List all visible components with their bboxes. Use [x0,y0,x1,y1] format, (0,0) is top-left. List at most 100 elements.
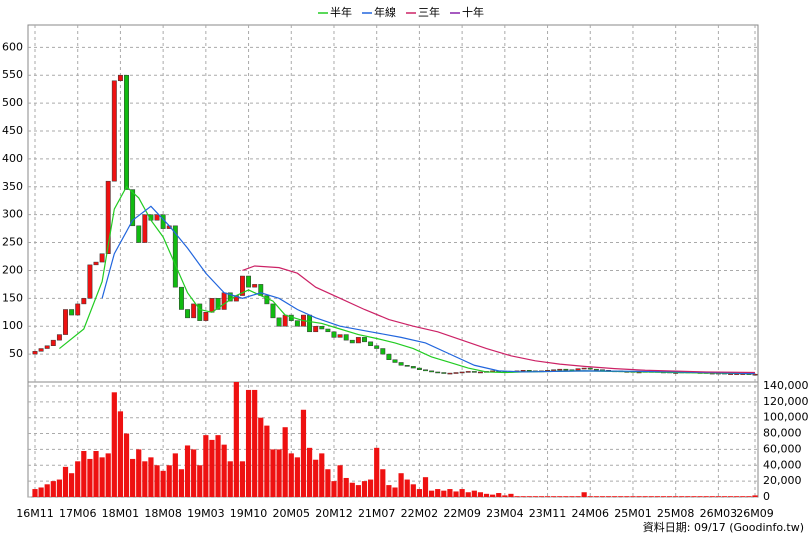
volume-bar [209,439,215,497]
ma-line [242,265,756,374]
volume-bar [117,411,124,497]
volume-bar [410,484,416,497]
candle-body [465,371,471,373]
volume-bar [691,496,697,497]
y-tick-label: 300 [2,208,23,221]
candle-body [459,371,465,374]
volume-bar [654,496,660,497]
volume-bar [520,496,526,497]
volume-bar [111,392,117,497]
candle-body [398,362,404,366]
candle-body [551,369,557,371]
volume-bar [727,496,734,497]
volume-bar [618,496,624,497]
y2-tick-label: 60,000 [763,442,802,455]
candle-body [81,298,87,305]
candle-body [93,261,99,266]
volume-bar [50,481,56,497]
y2-tick-label: 80,000 [763,427,802,440]
y-tick-label: 400 [2,152,23,165]
candle-body [325,328,331,333]
x-tick-label: 20M12 [315,507,353,520]
candle-body [105,180,111,254]
candle-body [404,365,410,367]
volume-bar [648,496,654,497]
source: 資料日期: 09/17 (Goodinfo.tw) [643,520,804,534]
volume-bar [386,485,392,497]
candle-body [178,286,184,310]
candle-body [215,298,221,310]
candle-body [32,351,38,355]
candle-body [386,353,392,360]
volume-bar [148,457,154,497]
candle-body [593,368,599,371]
x-tick-label: 23M11 [529,507,567,520]
y2-tick-label: 20,000 [763,474,802,487]
candle-body [252,284,258,288]
volume-bar [313,459,319,497]
volume-bar [306,447,313,497]
volume-bar [319,453,325,497]
volume-bar [105,453,111,497]
candle-body [130,189,136,227]
candle-body [355,337,361,344]
volume-bar [294,457,300,497]
x-tick-label: 19M10 [230,507,268,520]
x-tick-label: 22M09 [443,507,481,520]
volume-bar [239,461,246,497]
volume-bar [166,465,172,497]
volume-bar [477,492,484,497]
volume-bar [392,487,398,497]
candle-body [453,372,459,374]
volume-bar [563,496,569,497]
volume-bar [490,494,496,497]
candle-body [75,303,81,316]
candle-body [99,253,105,263]
volume-bar [154,465,160,497]
y2-tick-label: 40,000 [763,458,802,471]
volume-bar [551,496,557,497]
volume-bar [203,435,209,497]
volume-bar [56,479,63,497]
candle-body [557,368,563,371]
candle-body [154,214,160,221]
volume-bar [81,451,87,497]
volume-bar [593,496,599,497]
candle-body [270,303,276,319]
volume-bar [99,457,105,497]
volume-bar [697,496,703,497]
volume-bar [685,496,691,497]
volume-bar [453,491,459,497]
x-tick-label: 21M07 [358,507,396,520]
candle-body [435,371,441,374]
volume-bar [32,489,38,497]
volume-bar [746,496,752,497]
volume-bar [300,409,307,497]
volume-bar [679,496,685,497]
volume-bar [44,484,50,497]
candle-body [429,370,435,373]
volume-bar [636,496,642,497]
volume-bar [673,496,679,497]
candle-body [520,370,526,372]
x-tick-label: 26M09 [736,507,774,520]
candle-body [136,225,142,243]
y2-tick-label: 0 [763,490,770,503]
candle-body [337,334,343,338]
volume-bar [703,496,709,497]
volume-bar [502,495,508,497]
candle-body [752,373,758,376]
plot-frame [27,24,759,498]
volume-bar [666,496,673,497]
candle-body [581,367,587,370]
candle-body [276,317,282,327]
volume-bar [227,461,233,497]
candle-body [258,284,264,296]
x-tick-label: 25M01 [614,507,652,520]
volume-bar [367,479,374,497]
candle-body [343,334,349,341]
y-tick-label: 450 [2,124,23,137]
volume-bar [422,477,429,497]
volume-bar [93,451,99,497]
